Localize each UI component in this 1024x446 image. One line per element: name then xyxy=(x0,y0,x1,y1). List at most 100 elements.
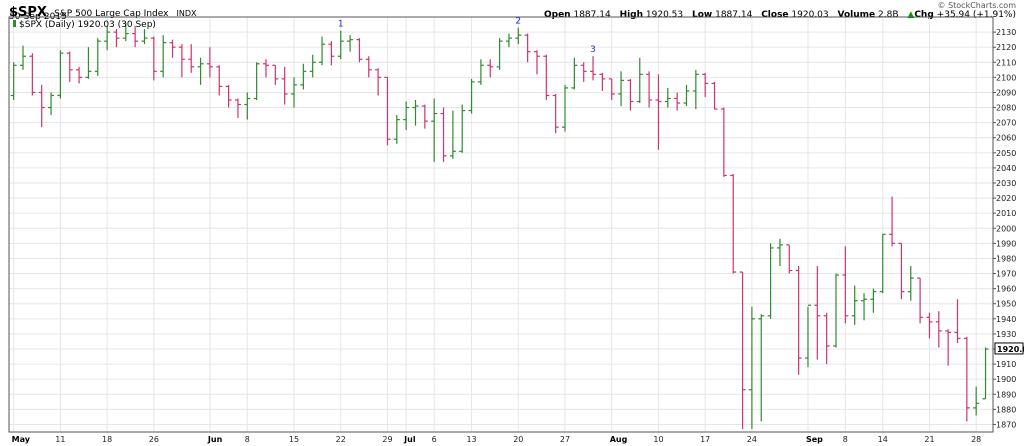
low-value: 1887.14 xyxy=(715,10,753,20)
ohlc-bar xyxy=(85,47,92,79)
legend: $SPX (Daily) 1920.03 (30 Sep) xyxy=(13,20,156,30)
ohlc-bar xyxy=(608,78,615,100)
y-tick-label: 2060 xyxy=(996,134,1016,143)
ohlc-bar xyxy=(57,50,64,99)
y-tick-label: 1930 xyxy=(996,330,1016,339)
ohlc-bar xyxy=(431,98,438,162)
ohlc-bar xyxy=(160,35,167,78)
ohlc-bar xyxy=(337,30,344,60)
y-tick-label: 1890 xyxy=(996,390,1016,399)
legend-swatch xyxy=(13,20,16,27)
ohlc-bar xyxy=(319,36,326,66)
ohlc-bar xyxy=(889,196,896,247)
ohlc-bar xyxy=(281,66,288,105)
y-tick-label: 2070 xyxy=(996,119,1016,128)
ohlc-bar xyxy=(104,26,111,51)
y-tick-label: 2010 xyxy=(996,209,1016,218)
x-axis: May Jun Jul Aug Sep 11 18 26 8 15 22 29 6 13 20 27 10 17 2… xyxy=(12,435,982,444)
ohlc-bar xyxy=(421,104,428,129)
ohlc-bar xyxy=(225,84,232,108)
y-tick-label: 2000 xyxy=(996,224,1016,233)
ohlc-bar xyxy=(384,76,391,146)
price-bars xyxy=(10,23,989,429)
ohlc-bar xyxy=(150,36,157,81)
ohlc-bar xyxy=(291,77,298,108)
symbol-exchange: INDX xyxy=(176,9,197,18)
ohlc-bar xyxy=(599,72,606,91)
ohlc-bar xyxy=(477,59,484,85)
ohlc-bar xyxy=(10,62,17,100)
y-tick-label: 2040 xyxy=(996,164,1016,173)
ohlc-bar xyxy=(730,173,737,274)
x-day-label: 17 xyxy=(700,435,710,444)
x-month-label: May xyxy=(12,435,31,444)
x-month-label: Jun xyxy=(207,435,223,444)
ohlc-bar xyxy=(412,100,419,126)
ohlc-bar xyxy=(973,386,980,416)
y-tick-label: 1900 xyxy=(996,375,1016,384)
change-value: +35.94 (+1.91%) xyxy=(936,10,1016,20)
volume-label: Volume xyxy=(837,10,876,20)
ohlc-bar xyxy=(870,288,877,313)
ohlc-bar xyxy=(664,87,671,108)
ohlc-bar xyxy=(487,59,494,78)
x-day-label: 26 xyxy=(149,435,159,444)
y-tick-label: 1990 xyxy=(996,239,1016,248)
ohlc-bar xyxy=(590,56,597,81)
ohlc-bar xyxy=(188,44,195,73)
ohlc-bar xyxy=(562,84,569,132)
ohlc-bar xyxy=(842,246,849,324)
ohlc-bar xyxy=(216,65,223,96)
ohlc-bar xyxy=(907,266,914,301)
ohlc-bar xyxy=(636,57,643,104)
close-value: 1920.03 xyxy=(791,10,829,20)
ohlc-bar xyxy=(571,57,578,90)
ohlc-bar xyxy=(683,84,690,107)
y-tick-label: 1960 xyxy=(996,285,1016,294)
ohlc-bar xyxy=(206,47,213,78)
annotations: 1 2 3 xyxy=(338,17,596,56)
last-value-marker: 1920.03 xyxy=(994,342,1024,355)
last-value-label: 1920.03 xyxy=(997,345,1024,354)
symbol-name: S&P 500 Large Cap Index xyxy=(54,9,169,19)
y-tick-label: 1910 xyxy=(996,360,1016,369)
ohlc-bar xyxy=(524,33,531,63)
x-day-label: 8 xyxy=(843,435,848,444)
y-tick-label: 2020 xyxy=(996,194,1016,203)
ohlc-bar xyxy=(449,110,456,159)
x-day-label: 18 xyxy=(102,435,112,444)
up-arrow-icon: ▲ xyxy=(907,10,915,20)
legend-text: $SPX (Daily) 1920.03 (30 Sep) xyxy=(19,20,156,30)
ohlc-bar xyxy=(674,92,681,111)
ohlc-bar xyxy=(356,38,363,63)
x-day-label: 20 xyxy=(513,435,523,444)
y-tick-label: 1940 xyxy=(996,315,1016,324)
close-label: Close xyxy=(761,10,789,20)
ohlc-bar xyxy=(879,233,886,294)
y-tick-label: 2080 xyxy=(996,104,1016,113)
ohlc-bar xyxy=(627,78,634,111)
y-tick-label: 2100 xyxy=(996,73,1016,82)
x-day-label: 22 xyxy=(336,435,346,444)
volume-value: 2.8B xyxy=(878,10,899,20)
x-day-label: 14 xyxy=(878,435,888,444)
ohlc-bar xyxy=(758,314,765,422)
ohlc-bar xyxy=(823,312,830,365)
y-tick-label: 2050 xyxy=(996,149,1016,158)
ohlc-bar xyxy=(786,244,793,274)
ohlc-bar xyxy=(543,54,550,100)
change-label: Chg xyxy=(914,10,934,20)
ohlc-bar xyxy=(720,107,727,177)
x-month-label: Sep xyxy=(806,435,823,444)
x-day-label: 28 xyxy=(971,435,981,444)
ohlc-bar xyxy=(692,69,699,110)
ohlc-summary: Open 1887.14 High 1920.53 Low 1887.14 Cl… xyxy=(544,10,1016,20)
y-tick-label: 2120 xyxy=(996,43,1016,52)
ohlc-bar xyxy=(935,311,942,348)
grid-lines xyxy=(9,17,993,432)
ohlc-bar xyxy=(963,336,970,422)
ohlc-bar xyxy=(954,299,961,343)
ohlc-bar xyxy=(748,306,755,429)
y-tick-label: 2130 xyxy=(996,28,1016,37)
